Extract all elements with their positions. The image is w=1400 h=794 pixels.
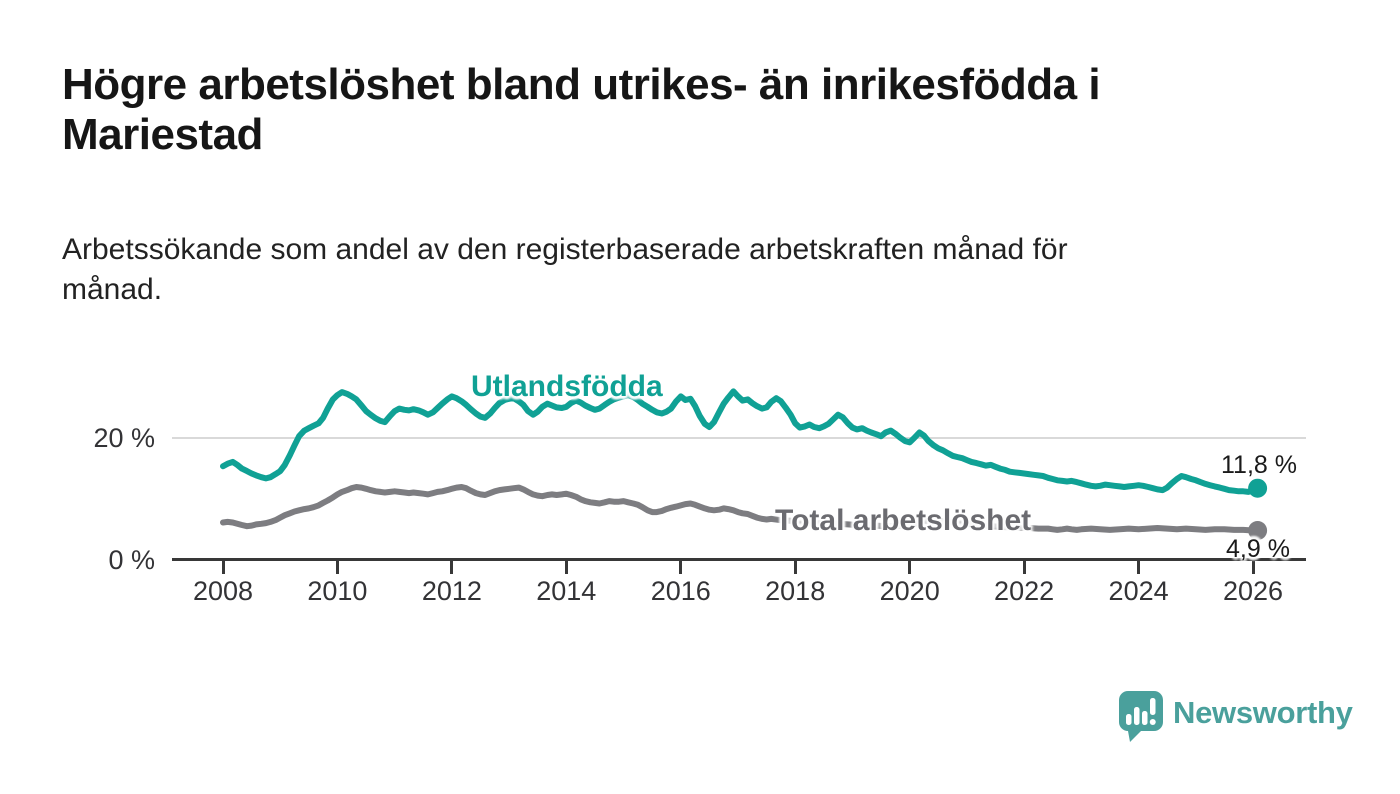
chart-subtitle: Arbetssökande som andel av den registerb… bbox=[62, 233, 1068, 306]
x-tick-label-2008: 2008 bbox=[192, 576, 254, 606]
x-tick-label-2026: 2026 bbox=[1222, 576, 1284, 606]
newsworthy-logo-text: Newsworthy bbox=[1173, 694, 1353, 730]
gridline-20-percent bbox=[172, 437, 1306, 439]
series-line-total-arbetsl-shet bbox=[220, 484, 1261, 534]
x-tick-mark-2026 bbox=[1251, 559, 1255, 574]
x-tick-mark-2022 bbox=[1022, 559, 1026, 574]
series-label-total-arbetsloshet: Total arbetslöshet bbox=[775, 504, 1032, 537]
x-tick-mark-2018 bbox=[793, 559, 797, 574]
x-tick-mark-2014 bbox=[564, 559, 568, 574]
x-tick-label-2014: 2014 bbox=[536, 576, 597, 606]
x-tick-mark-2020 bbox=[908, 559, 912, 574]
x-tick-label-2018: 2018 bbox=[765, 576, 826, 606]
series-end-dot bbox=[1248, 521, 1268, 540]
series-label-utlandsfodda: Utlandsfödda bbox=[471, 370, 663, 403]
x-tick-mark-2008 bbox=[221, 559, 225, 574]
x-tick-label-2020: 2020 bbox=[879, 576, 940, 606]
series-end-dot bbox=[1248, 478, 1268, 498]
y-tick-label-20: 20 % bbox=[93, 423, 155, 453]
end-value-label-total: 4,9 % bbox=[1226, 535, 1290, 563]
x-tick-mark-2016 bbox=[679, 559, 683, 574]
x-tick-label-2010: 2010 bbox=[307, 576, 368, 606]
chart-title: Högre arbetslöshet bland utrikes- än inr… bbox=[62, 60, 1101, 159]
newsworthy-logo-icon bbox=[1119, 691, 1163, 742]
x-tick-label-2024: 2024 bbox=[1108, 576, 1169, 606]
x-tick-label-2016: 2016 bbox=[650, 576, 711, 606]
end-value-label-utlandsfodda: 11,8 % bbox=[1221, 451, 1297, 479]
x-tick-mark-2024 bbox=[1137, 559, 1141, 574]
series-line-utlandsf-dda bbox=[220, 388, 1261, 495]
x-tick-label-2012: 2012 bbox=[421, 576, 482, 606]
x-tick-label-2022: 2022 bbox=[994, 576, 1055, 606]
x-tick-mark-2012 bbox=[450, 559, 454, 574]
y-tick-label-0: 0 % bbox=[108, 545, 155, 575]
newsworthy-logo: Newsworthy bbox=[1116, 690, 1353, 743]
x-tick-mark-2010 bbox=[335, 559, 339, 574]
x-axis-line bbox=[172, 558, 1306, 561]
